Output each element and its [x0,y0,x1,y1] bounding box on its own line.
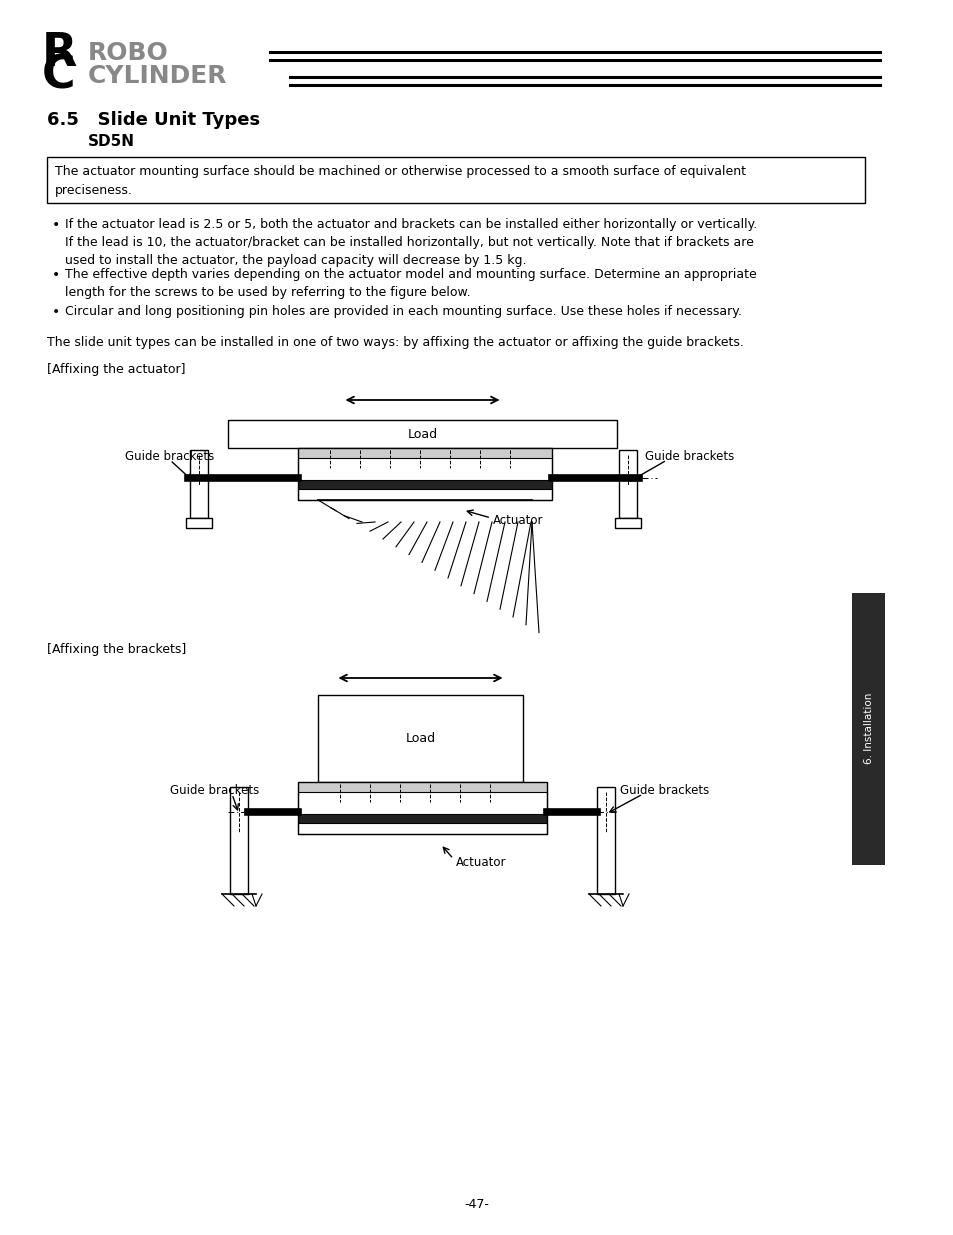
Text: Actuator: Actuator [455,856,505,868]
Text: Load: Load [407,427,437,441]
Bar [597,787,615,894]
Bar [297,448,552,500]
Bar [297,792,546,814]
Text: C: C [42,53,75,99]
Bar [186,517,212,529]
Text: [Affixing the brackets]: [Affixing the brackets] [47,643,186,656]
Text: •: • [52,268,60,282]
Text: Circular and long positioning pin holes are provided in each mounting surface. U: Circular and long positioning pin holes … [65,305,741,317]
Bar [297,823,546,834]
Text: The actuator mounting surface should be machined or otherwise processed to a smo: The actuator mounting surface should be … [55,165,745,198]
Bar [228,420,617,448]
Text: ROBO: ROBO [88,41,169,65]
Text: 6.5   Slide Unit Types: 6.5 Slide Unit Types [47,111,260,128]
Text: R: R [42,31,77,75]
Text: Guide brackets: Guide brackets [125,450,214,462]
Text: Guide brackets: Guide brackets [644,450,734,462]
Text: The slide unit types can be installed in one of two ways: by affixing the actuat: The slide unit types can be installed in… [47,336,743,350]
Bar [230,787,248,894]
Text: If the actuator lead is 2.5 or 5, both the actuator and brackets can be installe: If the actuator lead is 2.5 or 5, both t… [65,219,757,267]
Text: Actuator: Actuator [493,514,543,526]
Bar [47,157,864,203]
Bar [190,450,208,517]
Text: Guide brackets: Guide brackets [170,783,259,797]
Text: [Affixing the actuator]: [Affixing the actuator] [47,363,185,375]
Text: •: • [52,219,60,232]
Bar [297,480,552,489]
Text: 6. Installation: 6. Installation [862,693,873,764]
Bar [297,458,552,480]
Text: Load: Load [405,732,436,745]
Bar [317,695,522,782]
Bar [297,782,546,834]
Bar [615,517,640,529]
Text: Guide brackets: Guide brackets [619,783,708,797]
Bar [297,489,552,500]
Text: CYLINDER: CYLINDER [88,64,227,88]
Text: -47-: -47- [464,1198,489,1212]
Bar [618,450,637,517]
Bar [297,782,546,792]
Text: The effective depth varies depending on the actuator model and mounting surface.: The effective depth varies depending on … [65,268,756,299]
Bar [297,814,546,823]
Bar [297,448,552,458]
Text: SD5N: SD5N [88,135,135,149]
Text: •: • [52,305,60,319]
